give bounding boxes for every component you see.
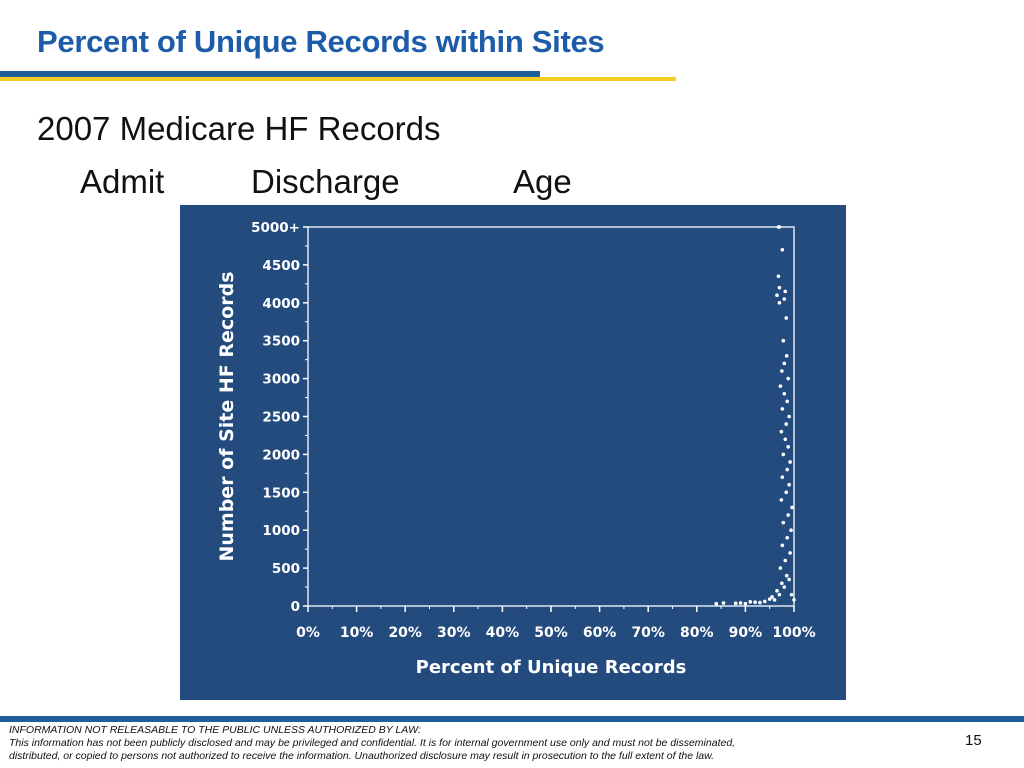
footer-line-2: This information has not been publicly d… — [9, 737, 736, 749]
x-tick-label: 10% — [340, 625, 374, 641]
data-point — [780, 407, 785, 411]
data-point — [721, 601, 726, 605]
x-tick-label: 80% — [680, 625, 714, 641]
data-point — [789, 528, 793, 532]
y-tick-label: 3500 — [262, 334, 300, 350]
x-tick-label: 0% — [296, 625, 320, 641]
data-point — [790, 505, 794, 510]
data-point — [787, 414, 791, 419]
label-age: Age — [513, 163, 572, 200]
data-point — [787, 482, 791, 487]
data-point — [784, 316, 789, 320]
data-point — [785, 399, 789, 404]
data-point — [785, 467, 789, 472]
plot-frame — [307, 226, 795, 607]
data-point — [784, 354, 789, 358]
data-point — [775, 293, 779, 298]
y-tick-label: 1000 — [262, 523, 300, 539]
x-tick-label: 90% — [729, 625, 763, 641]
data-point — [782, 585, 787, 589]
data-point — [777, 225, 782, 229]
data-point — [777, 285, 782, 290]
data-point — [782, 391, 787, 396]
data-point — [782, 361, 787, 366]
scatter-chart: 0 500 1000 1500 2000 2500 3000 3500 4000 4500 5000… — [216, 220, 816, 678]
data-point — [781, 338, 786, 343]
data-point — [777, 301, 782, 305]
page-number: 15 — [965, 732, 982, 749]
data-point — [780, 543, 785, 548]
data-point — [778, 384, 783, 388]
footer-line-3: distributed, or copied to persons not au… — [9, 750, 715, 762]
data-point — [786, 376, 790, 381]
footer-line-1: INFORMATION NOT RELEASABLE TO THE PUBLIC… — [9, 724, 421, 736]
data-point — [784, 422, 789, 426]
data-point — [784, 573, 789, 578]
y-tick-label: 2500 — [262, 410, 300, 426]
data-point — [777, 592, 782, 597]
y-tick-label: 4500 — [262, 258, 300, 274]
data-point — [743, 601, 748, 606]
data-point — [779, 429, 784, 434]
data-point — [775, 589, 779, 593]
x-axis-label: Percent of Unique Records — [416, 657, 687, 678]
data-point — [780, 475, 785, 479]
data-point — [788, 551, 792, 555]
footer-disclaimer: INFORMATION NOT RELEASABLE TO THE PUBLIC… — [9, 724, 909, 763]
slide-title: Percent of Unique Records within Sites — [37, 24, 605, 59]
y-tick-label: 5000+ — [251, 220, 300, 236]
title-rule-blue — [0, 71, 540, 77]
data-point — [780, 369, 784, 373]
data-point — [748, 600, 753, 604]
data-point — [738, 601, 743, 605]
data-point — [770, 595, 774, 599]
y-tick-label: 4000 — [262, 296, 300, 312]
data-point — [776, 274, 781, 279]
data-point — [784, 490, 789, 495]
footer-rule — [0, 716, 1024, 722]
x-tick-label: 60% — [583, 625, 617, 641]
y-tick-label: 2000 — [262, 447, 300, 463]
x-tick-label: 100% — [772, 625, 815, 641]
data-point — [782, 297, 787, 301]
y-tick-label: 500 — [272, 561, 300, 577]
y-tick-label: 0 — [291, 599, 300, 615]
data-point — [785, 535, 789, 540]
y-axis-label: Number of Site HF Records — [216, 271, 238, 561]
data-point — [786, 513, 790, 517]
data-point — [779, 498, 784, 502]
data-point — [789, 592, 794, 597]
scatter-chart-panel: 0 500 1000 1500 2000 2500 3000 3500 4000 4500 5000… — [180, 205, 846, 700]
x-tick-label: 40% — [486, 625, 520, 641]
y-tick-label: 1500 — [262, 485, 300, 501]
data-point — [783, 558, 788, 563]
data-point — [753, 600, 757, 605]
x-tick-label: 70% — [631, 625, 665, 641]
data-point — [763, 599, 767, 604]
data-point — [733, 601, 738, 606]
data-point — [772, 598, 777, 602]
data-point — [783, 289, 788, 294]
slide-subtitle: 2007 Medicare HF Records — [37, 110, 441, 147]
x-tick-label: 50% — [534, 625, 568, 641]
label-discharge: Discharge — [251, 163, 400, 200]
data-point — [758, 600, 762, 605]
data-point — [781, 520, 786, 525]
data-point — [787, 577, 791, 582]
data-point — [778, 566, 783, 570]
data-point — [780, 247, 785, 252]
data-point — [714, 601, 719, 606]
data-point — [786, 445, 790, 449]
y-tick-label: 3000 — [262, 372, 300, 388]
data-point — [780, 581, 784, 586]
label-admit: Admit — [80, 163, 165, 200]
data-point — [781, 452, 786, 457]
data-point — [788, 460, 792, 464]
x-tick-label: 30% — [437, 625, 471, 641]
data-point — [767, 597, 772, 601]
x-tick-label: 20% — [388, 625, 422, 641]
title-rule-gold — [0, 77, 676, 81]
data-point — [783, 437, 788, 442]
data-point — [792, 598, 796, 602]
